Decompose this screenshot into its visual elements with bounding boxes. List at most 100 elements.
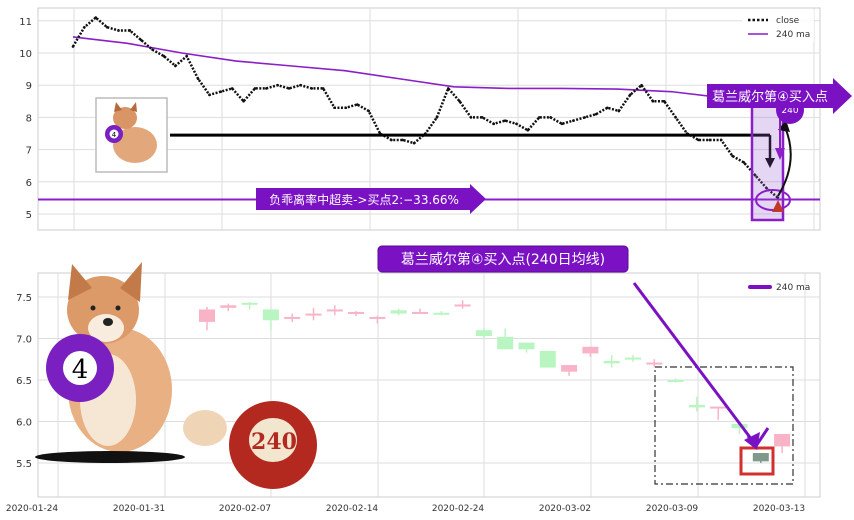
dog-eye: [90, 305, 96, 311]
dog-ear: [130, 102, 137, 112]
close-point: [549, 116, 552, 119]
candle-body: [241, 302, 258, 305]
candle: [199, 306, 215, 331]
ball-4-spot: [63, 351, 97, 385]
candle-body: [710, 406, 727, 409]
candle: [646, 359, 663, 368]
close-point: [355, 103, 359, 106]
title-callout-label: 葛兰威尔第④买入点(240日均线): [401, 251, 605, 268]
ball-240-spot: [249, 418, 297, 462]
candle: [710, 406, 727, 420]
close-point: [401, 138, 405, 142]
candle: [603, 355, 620, 368]
close-point: [617, 109, 621, 113]
close-point: [697, 138, 700, 142]
close-point: [708, 138, 712, 142]
close-point: [594, 112, 598, 116]
close-point: [435, 116, 439, 119]
candle-body: [348, 311, 365, 314]
y-tick-label: 6.0: [16, 418, 32, 429]
close-point: [731, 154, 734, 158]
dog-head: [113, 107, 137, 129]
ball-4-label: 4: [72, 355, 89, 385]
y-tick-label: 11: [19, 17, 32, 28]
candle: [433, 311, 450, 316]
close-point: [185, 54, 189, 58]
ball-240-label: 240: [251, 429, 297, 455]
candle: [582, 346, 599, 357]
close-point: [219, 90, 223, 93]
close-point: [537, 116, 541, 119]
close-point: [344, 106, 348, 110]
dog-photo: 4: [95, 97, 168, 173]
candle: [262, 309, 279, 331]
legend-close: close: [776, 16, 800, 26]
candle-body: [752, 453, 769, 462]
close-point: [719, 138, 723, 142]
close-point: [492, 122, 496, 126]
candle: [241, 301, 258, 310]
dog-eye: [115, 305, 121, 311]
dog-muzzle: [88, 314, 124, 342]
candle: [561, 365, 578, 376]
close-point: [105, 25, 109, 29]
candle-body: [667, 380, 684, 382]
candle-body: [731, 423, 748, 429]
candle-body: [582, 346, 599, 354]
dog-body: [113, 127, 157, 163]
y-tick-label: 5: [26, 210, 32, 221]
close-point: [628, 93, 632, 97]
close-point: [242, 100, 245, 103]
candle-body: [199, 309, 215, 322]
close-point: [230, 87, 234, 90]
dog-illustration: 4 240: [35, 262, 317, 489]
title-callout: [377, 245, 629, 273]
y-tick-label: 7.0: [16, 335, 32, 346]
close-point: [196, 77, 200, 81]
candle: [326, 305, 343, 316]
y-tick-label: 9: [26, 81, 32, 92]
close-point: [310, 87, 314, 90]
candle: [348, 311, 365, 317]
y-tick-label: 7.5: [16, 293, 32, 304]
oversold-label: 负乖离率中超卖->买点2:−33.66%: [269, 192, 459, 207]
x-tick-label: 2020-02-24: [432, 504, 485, 514]
close-point: [390, 138, 393, 142]
candle: [752, 453, 769, 463]
dog-shadow: [35, 451, 185, 463]
dog-tail: [183, 410, 227, 446]
x-tick-label: 2020-02-07: [219, 504, 271, 514]
close-point: [208, 93, 211, 97]
curve-arrow: [777, 124, 792, 197]
candle-body: [774, 433, 791, 447]
candle: [284, 313, 301, 322]
close-point: [481, 116, 484, 119]
close-point: [321, 87, 325, 90]
y-tick-label: 7: [26, 146, 32, 157]
buy-triangle-icon: [772, 200, 784, 212]
ball-4-spot: [109, 129, 119, 139]
candle: [390, 308, 407, 316]
candle: [454, 300, 471, 309]
close-point: [458, 100, 461, 103]
focus-dashed-rect: [654, 366, 794, 485]
pointer-arrow: [632, 282, 754, 441]
candle-body: [454, 304, 471, 307]
bottom-legend: 240 ma: [748, 283, 810, 293]
top-legend: close 240 ma: [742, 10, 814, 42]
close-point: [265, 87, 268, 90]
close-point: [128, 29, 132, 32]
candle: [305, 307, 322, 321]
close-point: [174, 64, 177, 68]
dog-ear-left: [68, 264, 92, 300]
x-tick-label: 2020-03-09: [646, 504, 699, 514]
candle-body: [220, 305, 237, 308]
buy-point-label: 葛兰威尔第④买入点: [712, 90, 828, 105]
close-point: [583, 116, 586, 119]
candle: [667, 378, 684, 383]
y-tick-label: 8: [26, 113, 32, 124]
close-point: [606, 106, 609, 110]
x-tick-label: 2020-01-24: [6, 504, 59, 514]
candle-body: [625, 357, 641, 360]
candle-body: [262, 309, 279, 321]
